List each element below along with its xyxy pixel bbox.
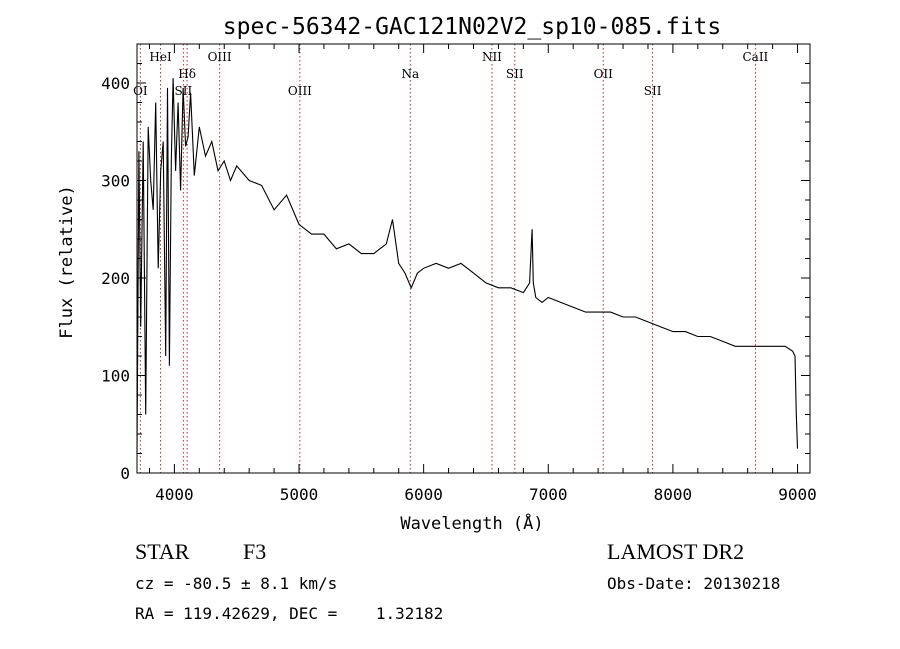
spectral-line-label: SII xyxy=(644,84,662,98)
spectral-line-label: OI xyxy=(133,84,148,98)
y-tick-label: 400 xyxy=(101,74,130,93)
x-tick-label: 7000 xyxy=(529,485,568,504)
spectral-line-label: Hδ xyxy=(178,67,196,81)
spectral-line-label: SII xyxy=(506,67,524,81)
spectral-line-label: NII xyxy=(482,50,502,64)
spectral-line-label: OIII xyxy=(208,50,232,64)
x-tick-label: 6000 xyxy=(404,485,443,504)
spectral-line-label: HeI xyxy=(149,50,172,64)
redshift-velocity: cz = -80.5 ± 8.1 km/s xyxy=(135,574,338,593)
x-tick-label: 8000 xyxy=(654,485,693,504)
y-tick-label: 100 xyxy=(101,367,130,386)
y-tick-label: 200 xyxy=(101,269,130,288)
spectral-line-label: OII xyxy=(594,67,614,81)
chart-title: spec-56342-GAC121N02V2_sp10-085.fits xyxy=(223,14,722,40)
observation-date: Obs-Date: 20130218 xyxy=(607,574,781,593)
spectrum-trace xyxy=(136,78,799,454)
plot-frame xyxy=(136,43,811,474)
survey-name: LAMOST DR2 xyxy=(607,539,745,564)
x-axis-ticks: 4000 5000 6000 7000 8000 9000 xyxy=(148,44,817,504)
x-axis-label: Wavelength (Å) xyxy=(400,512,543,534)
coordinates: RA = 119.42629, DEC = 1.32182 xyxy=(135,604,444,623)
x-tick-label: 9000 xyxy=(778,485,817,504)
x-tick-label: 4000 xyxy=(155,485,194,504)
object-class: STAR xyxy=(135,539,190,564)
object-subclass: F3 xyxy=(243,539,267,564)
y-tick-label: 0 xyxy=(120,464,130,483)
spectral-line-label: OIII xyxy=(288,84,312,98)
y-tick-label: 300 xyxy=(101,172,130,191)
x-tick-label: 5000 xyxy=(280,485,319,504)
spectral-line-label: CaII xyxy=(742,50,768,64)
y-axis-ticks: 0 100 200 300 400 xyxy=(101,43,810,483)
y-axis-label: Flux (relative) xyxy=(57,185,77,339)
spectral-line-label: Na xyxy=(401,67,419,81)
